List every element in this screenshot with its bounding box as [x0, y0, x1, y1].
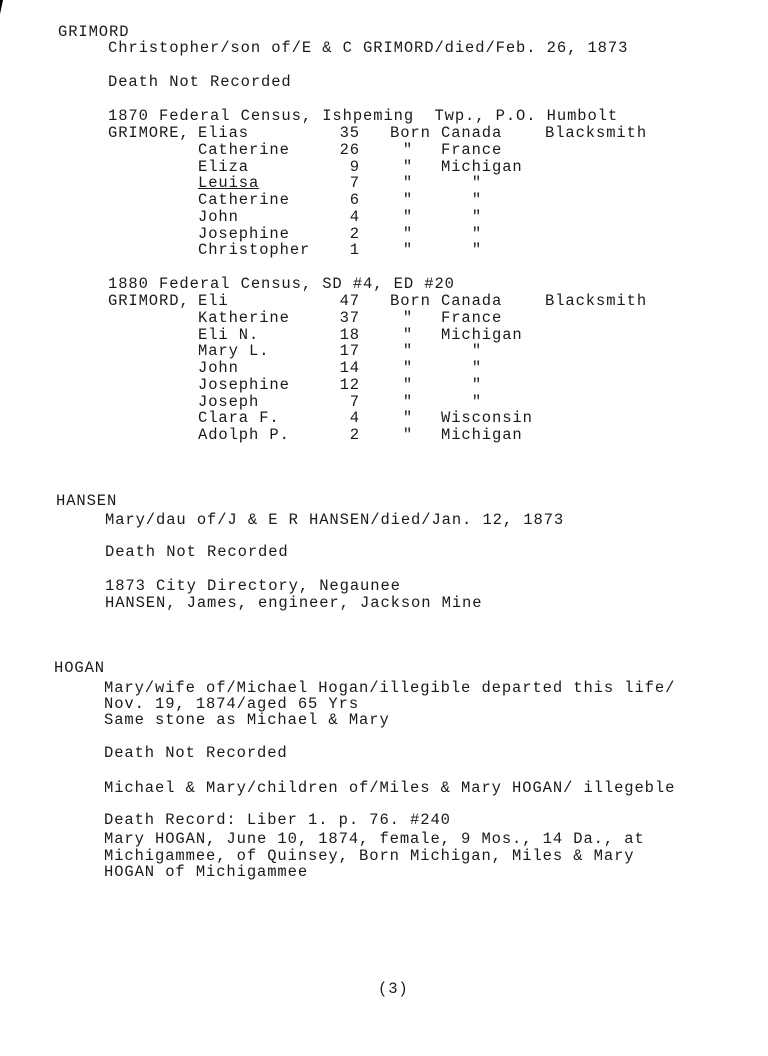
census-born: ": [402, 359, 414, 377]
census-born: ": [402, 409, 414, 428]
page-number: (3): [378, 980, 409, 998]
census-given-name: Josephine: [198, 375, 290, 394]
census-born: Born: [390, 124, 431, 142]
children-inscription: Michael & Mary/children of/Miles & Mary …: [104, 779, 676, 797]
directory-heading: 1873 City Directory, Negaunee: [105, 577, 401, 595]
census-given-name: Clara F.: [198, 409, 280, 428]
death-status: Death Not Recorded: [108, 73, 292, 91]
census-1870-heading: 1870 Federal Census, Ishpeming Twp., P.O…: [108, 107, 619, 125]
census-given-name: Mary L.: [198, 342, 270, 361]
census-born: ": [402, 191, 414, 209]
census-age: 4: [349, 409, 360, 428]
census-place: ": [471, 207, 483, 226]
census-born: ": [402, 241, 414, 260]
census-born: ": [402, 308, 414, 327]
census-given-name: Joseph: [198, 392, 260, 411]
inscription: Mary/dau of/J & E R HANSEN/died/Jan. 12,…: [105, 511, 565, 529]
census-surname: GRIMORD,: [108, 292, 190, 310]
death-status: Death Not Recorded: [104, 744, 288, 762]
census-born: ": [402, 140, 414, 159]
census-age: 35: [339, 124, 360, 142]
census-age: 7: [349, 392, 360, 411]
census-given-name: Catherine: [198, 191, 290, 209]
census-born: ": [402, 342, 414, 361]
census-given-name: Eli: [198, 292, 229, 310]
death-record-heading: Death Record: Liber 1. p. 76. #240: [104, 811, 451, 829]
census-age: 17: [339, 342, 360, 361]
census-place: ": [471, 342, 483, 361]
census-born: ": [402, 207, 414, 226]
census-born: ": [402, 375, 414, 394]
census-age: 4: [349, 207, 360, 226]
census-given-name: Josephine: [198, 224, 290, 243]
inscription: Christopher/son of/E & C GRIMORD/died/Fe…: [108, 39, 629, 57]
census-age: 2: [349, 224, 360, 243]
census-born: ": [402, 224, 414, 243]
census-place: ": [471, 392, 483, 411]
census-born: ": [402, 174, 414, 193]
census-born: Born: [390, 292, 431, 310]
census-given-name: Eliza: [198, 157, 250, 176]
census-occupation: Blacksmith: [545, 292, 648, 310]
census-1880-heading: 1880 Federal Census, SD #4, ED #20: [108, 275, 455, 293]
census-place: ": [471, 359, 483, 377]
census-age: 12: [339, 375, 360, 394]
death-record-line: HOGAN of Michigammee: [104, 863, 309, 881]
census-given-name: Catherine: [198, 140, 290, 159]
census-place: France: [441, 308, 503, 327]
census-place: ": [471, 191, 483, 209]
census-place: France: [441, 140, 503, 159]
census-place: Michigan: [441, 157, 523, 176]
inscription-line: Nov. 19, 1874/aged 65 Yrs: [104, 695, 360, 713]
census-born: ": [402, 392, 414, 411]
census-given-name: John: [198, 359, 239, 377]
inscription-line: Same stone as Michael & Mary: [104, 711, 390, 729]
census-born: ": [402, 325, 414, 344]
census-given-name: Christopher: [198, 241, 311, 260]
census-age: 14: [339, 359, 360, 377]
census-age: 37: [339, 308, 360, 327]
surname-heading: HOGAN: [54, 659, 106, 677]
census-given-name: Katherine: [198, 308, 290, 327]
census-given-name: Adolph P.: [198, 426, 290, 444]
census-given-name: Elias: [198, 124, 250, 142]
census-age: 9: [349, 157, 360, 176]
census-age: 26: [339, 140, 360, 159]
census-surname: GRIMORE,: [108, 124, 190, 142]
census-place: ": [471, 174, 483, 193]
census-age: 6: [349, 191, 360, 209]
census-age: 47: [339, 292, 360, 310]
census-place: Wisconsin: [441, 409, 533, 428]
census-born: ": [402, 426, 414, 444]
death-record-line: Michigammee, of Quinsey, Born Michigan, …: [104, 847, 635, 865]
surname-heading: GRIMORD: [58, 23, 130, 41]
death-record-line: Mary HOGAN, June 10, 1874, female, 9 Mos…: [104, 830, 645, 848]
census-place: Michigan: [441, 325, 523, 344]
directory-entry: HANSEN, James, engineer, Jackson Mine: [105, 594, 483, 612]
census-place: Canada: [441, 292, 503, 310]
census-given-name: Eli N.: [198, 325, 260, 344]
death-status: Death Not Recorded: [105, 543, 289, 561]
census-place: ": [471, 241, 483, 260]
census-place: Canada: [441, 124, 503, 142]
census-place: Michigan: [441, 426, 523, 444]
census-age: 1: [349, 241, 360, 260]
census-age: 18: [339, 325, 360, 344]
scan-mark: [0, 0, 3, 34]
census-age: 2: [349, 426, 360, 444]
census-born: ": [402, 157, 414, 176]
census-given-name: Leuisa: [198, 174, 260, 193]
census-given-name: John: [198, 207, 239, 226]
inscription-line: Mary/wife of/Michael Hogan/illegible dep…: [104, 679, 676, 697]
census-place: ": [471, 375, 483, 394]
surname-heading: HANSEN: [56, 492, 118, 510]
census-place: ": [471, 224, 483, 243]
census-occupation: Blacksmith: [545, 124, 648, 142]
census-age: 7: [349, 174, 360, 193]
